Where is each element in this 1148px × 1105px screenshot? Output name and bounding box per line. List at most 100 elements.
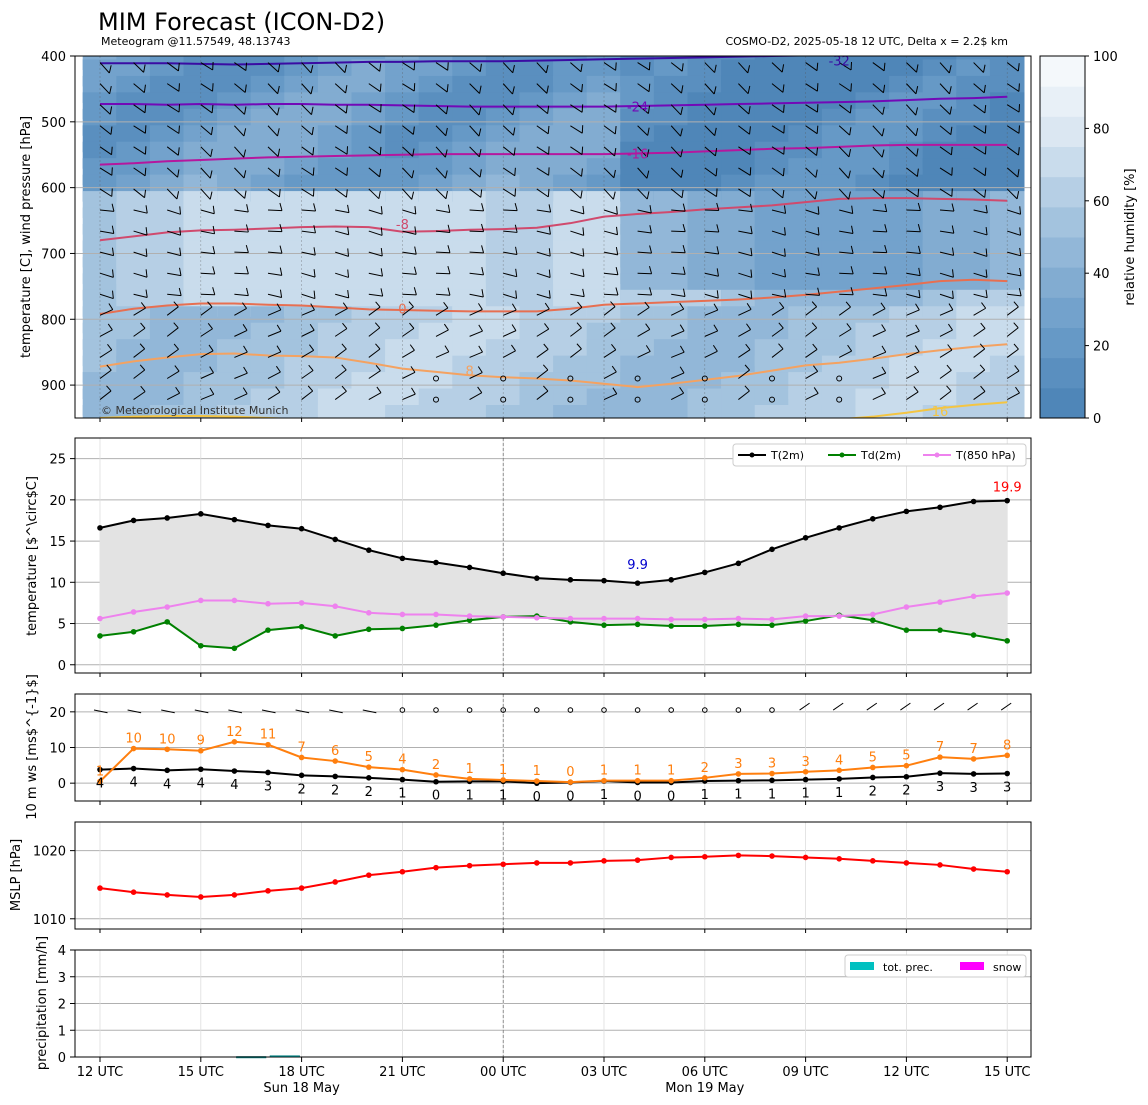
wind-barb-flag — [745, 343, 751, 350]
y-tick-label: 10 — [49, 742, 66, 757]
wind-barb — [167, 272, 182, 277]
data-point — [970, 771, 977, 777]
wind-barb-flag — [311, 126, 314, 135]
wind-barb — [671, 293, 686, 297]
wind-barb — [166, 146, 179, 156]
wind-barb-flag — [716, 246, 720, 255]
wind-barb — [704, 62, 715, 73]
data-point — [130, 889, 137, 895]
wind-barb — [939, 369, 952, 379]
calm-marker — [500, 707, 507, 713]
wind-barb — [939, 62, 950, 74]
wind-barb — [637, 351, 651, 358]
wind-barb — [234, 372, 248, 379]
data-point — [870, 774, 876, 781]
wind-barb — [933, 702, 945, 711]
wind-barb — [939, 251, 954, 256]
data-point — [466, 564, 473, 571]
wind-barb — [362, 709, 377, 714]
data-point — [433, 864, 439, 871]
wind-barb — [603, 272, 618, 276]
calm-marker — [701, 375, 708, 382]
y-tick-label: 800 — [41, 313, 66, 328]
wind-speed-label: 2 — [902, 784, 910, 799]
wind-barb — [872, 209, 887, 213]
wind-barb-flag — [649, 245, 653, 254]
wind-barb-flag — [985, 289, 988, 298]
wind-barb — [671, 351, 685, 358]
wind-barb — [133, 209, 148, 214]
wind-barb — [637, 125, 649, 136]
wind-barb — [435, 167, 446, 179]
data-point — [702, 616, 708, 623]
wind-barb-flag — [746, 303, 752, 310]
wind-barb-flag — [177, 147, 180, 156]
data-point — [903, 627, 910, 633]
calm-marker — [399, 707, 406, 713]
wind-barb-flag — [413, 287, 417, 295]
wind-barb-flag — [512, 86, 515, 95]
wind-barb-flag — [277, 64, 281, 73]
wind-barb — [939, 309, 954, 316]
humidity-cell — [217, 405, 252, 418]
wind-barb — [234, 62, 247, 72]
wind-barb — [368, 188, 380, 200]
wind-barb — [329, 709, 343, 714]
wind-barb-flag — [345, 85, 348, 94]
wind-barb-flag — [949, 106, 953, 115]
wind-barb-flag — [375, 364, 381, 372]
wind-barb — [838, 188, 850, 200]
wind-barb — [267, 83, 279, 95]
wind-barb-flag — [916, 64, 919, 73]
temperature-ylabel: temperature [$^\circ$C] — [25, 476, 40, 636]
wind-barb-flag — [446, 84, 449, 93]
wind-barb — [503, 272, 517, 278]
wind-barb-flag — [616, 206, 618, 215]
wind-barb-flag — [279, 245, 283, 254]
wind-barb — [906, 188, 919, 198]
wind-barb-flag — [881, 345, 887, 353]
wind-barb — [502, 146, 515, 156]
wind-barb-flag — [682, 223, 686, 232]
data-point — [265, 627, 271, 633]
wind-barb — [603, 125, 616, 135]
wind-barb — [1006, 348, 1019, 358]
wind-barb — [335, 209, 350, 214]
wind-speed-label: 0 — [432, 789, 440, 804]
data-point — [534, 778, 540, 784]
wind-barb — [671, 209, 686, 212]
wind-barb-flag — [682, 203, 686, 212]
wind-barb — [603, 146, 615, 157]
wind-barb — [502, 188, 516, 197]
wind-barb — [166, 83, 180, 92]
calm-marker — [433, 396, 439, 403]
data-point — [130, 609, 137, 615]
data-point — [567, 577, 574, 583]
wind-barb — [234, 188, 246, 199]
data-point — [870, 617, 876, 624]
wind-barb — [838, 350, 852, 358]
data-point — [1004, 638, 1010, 644]
wind-barb-flag — [714, 127, 717, 136]
wind-barb-flag — [918, 289, 921, 298]
wind-speed-label: 2 — [297, 782, 305, 797]
data-point — [937, 770, 943, 776]
wind-barb — [637, 83, 650, 93]
wind-barb — [435, 272, 451, 275]
calm-marker — [567, 707, 574, 713]
wind-barb — [973, 328, 986, 337]
copyright-note: © Meteorological Institute Munich — [101, 404, 288, 417]
wind-barb — [704, 146, 716, 157]
wind-barb-flag — [816, 147, 819, 156]
calm-marker — [567, 375, 574, 382]
legend-marker — [749, 452, 755, 458]
gust-label: 4 — [398, 753, 406, 768]
wind-barb-flag — [309, 323, 315, 331]
isotherm-label: -8 — [396, 218, 409, 233]
wind-barb — [200, 62, 213, 71]
x-tick-label: 21 UTC — [379, 1065, 425, 1080]
wind-speed-label: 3 — [264, 779, 272, 794]
wind-barb-flag — [649, 225, 652, 234]
wind-barb — [872, 188, 884, 199]
wind-barb-flag — [444, 149, 448, 158]
